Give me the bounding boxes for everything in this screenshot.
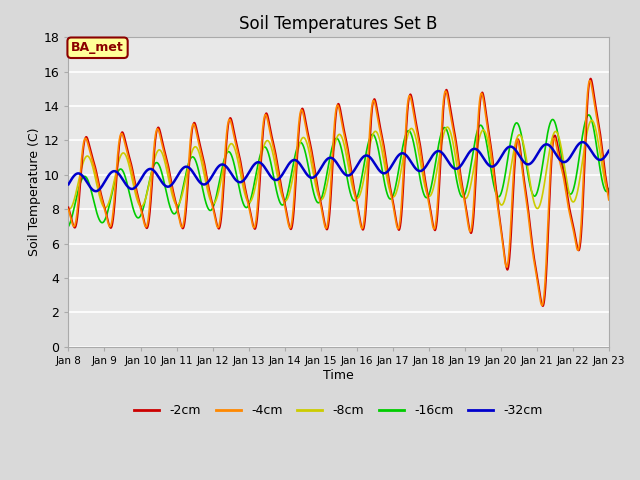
Text: BA_met: BA_met	[71, 41, 124, 54]
Legend: -2cm, -4cm, -8cm, -16cm, -32cm: -2cm, -4cm, -8cm, -16cm, -32cm	[129, 399, 548, 422]
X-axis label: Time: Time	[323, 369, 354, 382]
Y-axis label: Soil Temperature (C): Soil Temperature (C)	[28, 128, 41, 256]
Title: Soil Temperatures Set B: Soil Temperatures Set B	[239, 15, 438, 33]
